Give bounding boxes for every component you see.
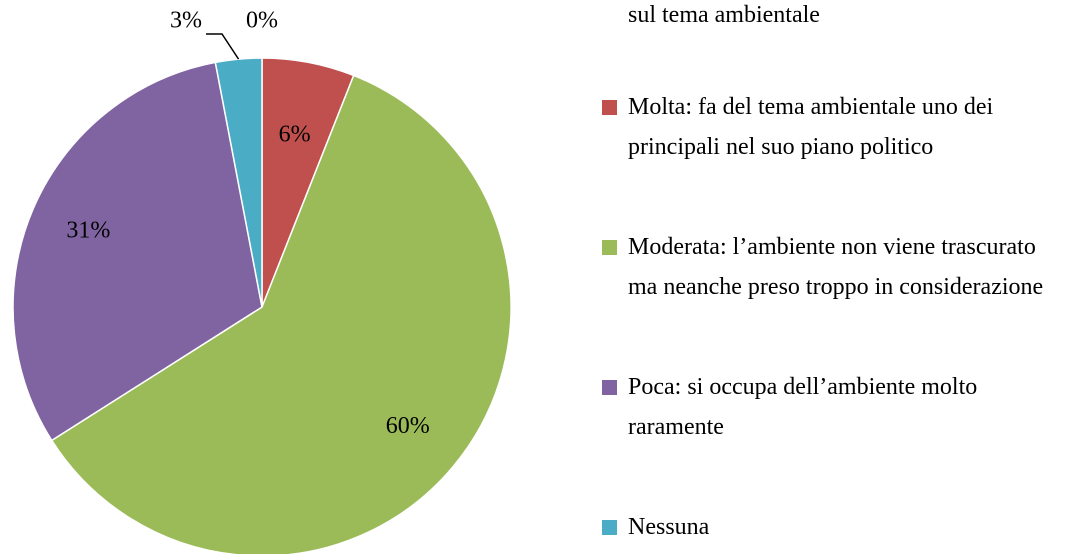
data-label: 31% (66, 217, 110, 243)
legend-label: sul tema ambientale (628, 2, 820, 28)
legend-label: Molta: fa del tema ambientale uno dei pr… (628, 94, 994, 160)
data-label: 0% (246, 8, 278, 34)
legend-label: Nessuna (628, 514, 710, 540)
legend-label: Moderata: l’ambiente non viene trascurat… (628, 234, 1044, 300)
data-label: 60% (386, 413, 430, 439)
pie-slice (50, 74, 512, 554)
data-label: 6% (279, 121, 311, 147)
leader-line (206, 33, 240, 60)
legend-swatch (602, 240, 617, 255)
legend-swatch (602, 380, 617, 395)
legend-swatch (602, 100, 617, 115)
data-label: 3% (170, 8, 202, 34)
legend-label: Poca: si occupa dell’ambiente molto rara… (628, 374, 978, 440)
legend-swatch (602, 520, 617, 535)
pie-slice (12, 61, 263, 442)
